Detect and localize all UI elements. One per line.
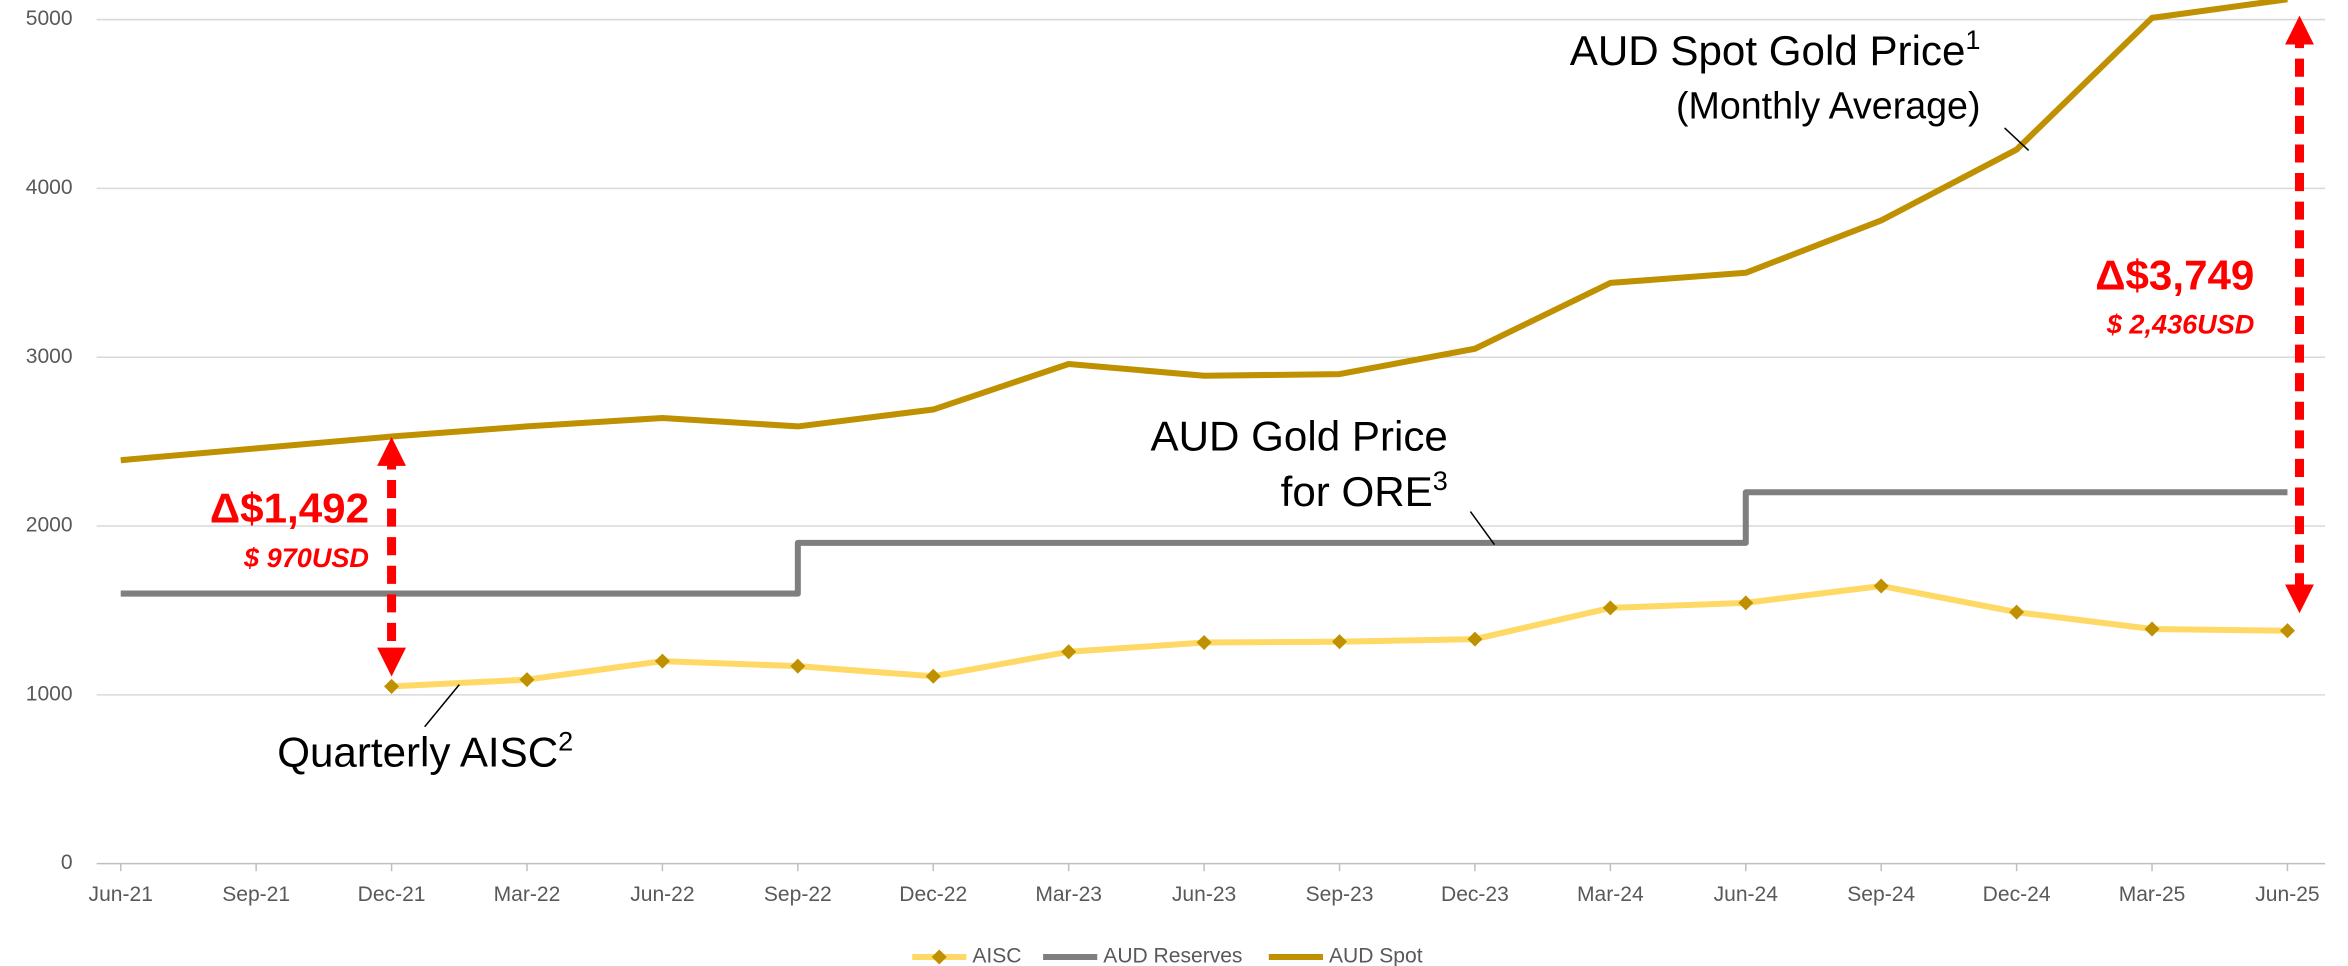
legend-marker [931, 949, 947, 965]
y-tick-label: 3000 [26, 345, 73, 368]
annotation-text: AUD Spot Gold Price [1570, 27, 1966, 74]
data-marker [1196, 634, 1212, 651]
x-tick-label: Jun-23 [1172, 883, 1236, 906]
annotation: for ORE3 [1281, 465, 1448, 515]
leader-line [424, 684, 460, 728]
data-marker [925, 668, 941, 684]
x-tick-label: Jun-22 [630, 883, 694, 906]
annotation-sup: 3 [1433, 465, 1448, 496]
annotation: AUD Gold Price [1151, 412, 1448, 459]
data-marker [519, 672, 535, 688]
leader-line [1469, 511, 1496, 546]
y-tick-label: 5000 [26, 7, 73, 30]
data-marker [1331, 634, 1348, 650]
x-tick-label: Jun-24 [1714, 883, 1779, 906]
series-line [120, 489, 2288, 597]
x-tick-label: Mar-25 [2119, 883, 2186, 906]
x-tick-label: Jun-21 [89, 883, 153, 906]
x-tick-label: Mar-22 [494, 883, 561, 906]
data-marker [384, 678, 400, 694]
x-tick-label: Sep-21 [222, 883, 290, 906]
annotation-sup: 1 [1965, 24, 1980, 55]
annotation-text: for ORE [1281, 468, 1433, 515]
legend-label: AUD Reserves [1103, 945, 1242, 966]
x-tick-label: Dec-21 [358, 883, 426, 906]
x-tick-label: Sep-24 [1847, 883, 1915, 906]
y-tick-label: 4000 [26, 176, 73, 199]
y-tick-label: 0 [61, 851, 73, 874]
data-marker [1873, 578, 1889, 594]
annotation-sup: 2 [558, 725, 573, 756]
legend-label: AUD Spot [1329, 945, 1423, 966]
delta-label: Δ$1,492 [210, 485, 369, 532]
delta-usd-label: $ 970USD [243, 542, 369, 573]
x-tick-label: Dec-22 [899, 883, 967, 906]
x-tick-label: Dec-23 [1441, 883, 1509, 906]
series-line [120, 0, 2288, 464]
data-marker [2144, 621, 2160, 637]
data-marker [1602, 600, 1618, 616]
legend-label: AISC [972, 945, 1021, 966]
delta-usd-label: $ 2,436USD [2106, 309, 2255, 340]
annotation: AUD Spot Gold Price1 [1570, 24, 1981, 74]
delta-label: Δ$3,749 [2095, 251, 2254, 298]
x-tick-label: Mar-23 [1035, 883, 1102, 906]
data-marker [790, 658, 806, 674]
data-marker [2279, 623, 2295, 639]
x-tick-label: Mar-24 [1577, 883, 1644, 906]
y-tick-label: 1000 [26, 682, 73, 705]
leader-line [2004, 127, 2030, 152]
x-tick-label: Dec-24 [1983, 883, 2051, 906]
x-tick-label: Jun-25 [2255, 883, 2319, 906]
data-marker [1467, 631, 1483, 647]
annotation-text: Quarterly AISC [277, 728, 558, 775]
y-tick-label: 2000 [26, 514, 73, 537]
x-tick-label: Sep-22 [764, 883, 832, 906]
data-marker [2009, 604, 2025, 620]
annotation: (Monthly Average) [1676, 84, 1981, 126]
data-marker [654, 653, 670, 669]
annotation: Quarterly AISC2 [277, 725, 573, 775]
x-tick-label: Sep-23 [1306, 883, 1374, 906]
data-marker [1061, 644, 1077, 660]
data-marker [1738, 595, 1754, 611]
